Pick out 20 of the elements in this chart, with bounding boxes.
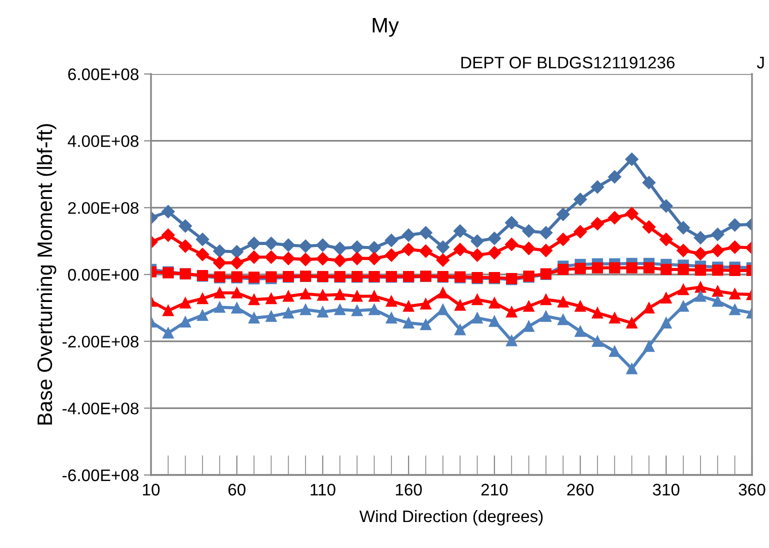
y-tick-label: 2.00E+08 <box>68 202 138 214</box>
y-tick-label: 4.00E+08 <box>68 135 138 148</box>
x-tick-label: 110 <box>310 484 336 496</box>
text: J <box>756 56 764 68</box>
x-tick-label: 260 <box>567 484 594 496</box>
y-tick-label: 0.00E+00 <box>68 268 139 281</box>
y-tick-label: 6.00E+08 <box>68 68 138 80</box>
y-axis-title: Base Overturning Moment (lbf-ft) <box>36 124 56 424</box>
x-tick-label: 160 <box>396 484 422 496</box>
y-tick-label: -4.00E+08 <box>62 402 138 414</box>
x-tick-label: 10 <box>143 484 160 496</box>
x-tick-label: 310 <box>652 484 680 496</box>
x-tick-label: 60 <box>228 484 246 496</box>
chart-title: My <box>372 18 399 37</box>
x-tick-label: 360 <box>738 484 766 496</box>
y-tick-label: -2.00E+08 <box>62 336 138 348</box>
text: DEPT OF BLDGS121191236 <box>461 56 675 68</box>
x-tick-label: 210 <box>481 484 508 496</box>
y-tick-label: -6.00E+08 <box>62 469 138 482</box>
x-axis-title: Wind Direction (degrees) <box>359 510 543 526</box>
